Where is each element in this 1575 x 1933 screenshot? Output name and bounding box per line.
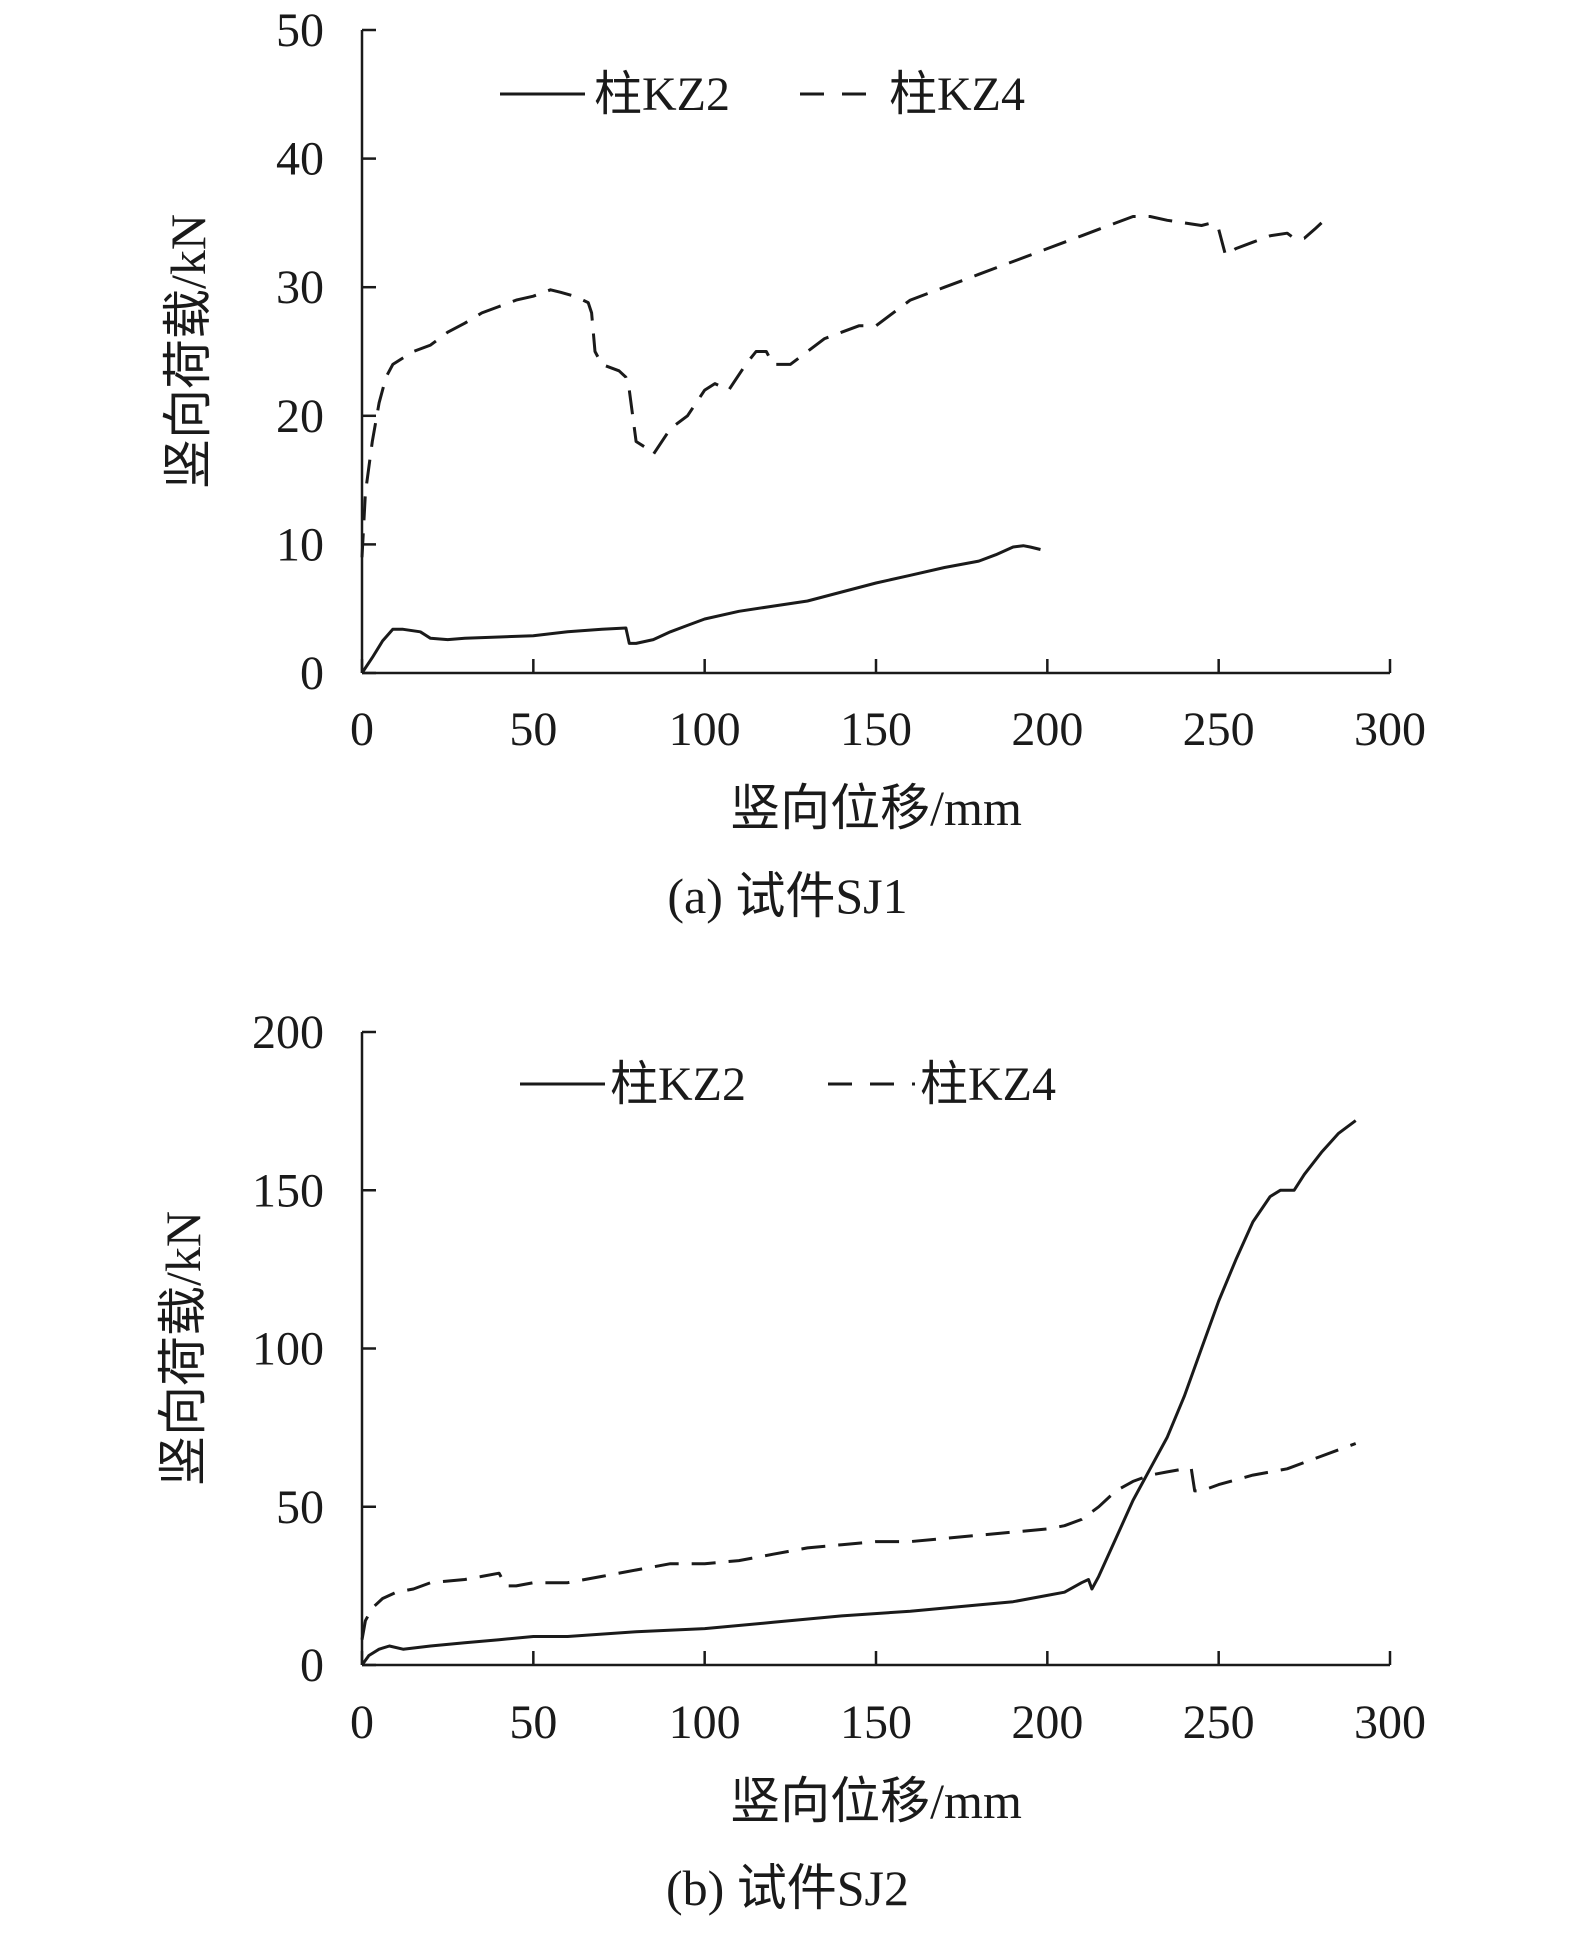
x-tick-label: 200 xyxy=(1011,1696,1083,1749)
x-tick-label: 200 xyxy=(1011,703,1083,756)
series-line-1 xyxy=(360,1119,1357,1666)
x-tick-label: 50 xyxy=(509,703,557,756)
series-line-2 xyxy=(360,215,1323,558)
x-tick-label: 300 xyxy=(1354,703,1426,756)
y-tick-label: 40 xyxy=(276,133,324,186)
legend-label-1: 柱KZ2 xyxy=(610,1058,746,1111)
y-axis-title: 竖向荷载/kN xyxy=(155,1211,211,1486)
y-tick-label: 20 xyxy=(276,390,324,443)
y-tick-label: 0 xyxy=(300,1639,324,1692)
y-tick-label: 50 xyxy=(276,4,324,57)
y-tick-label: 50 xyxy=(276,1481,324,1534)
x-tick-label: 100 xyxy=(669,1696,741,1749)
legend-label-2: 柱KZ4 xyxy=(920,1058,1056,1111)
x-tick-label: 0 xyxy=(350,1696,374,1749)
chart-a: 0 10 20 30 40 50 0 50 100 150 200 250 300 竖向位移/mm 竖向荷载… xyxy=(160,4,1426,836)
chart-b: 0 50 100 150 200 0 50 100 150 200 250 300 竖向位移/mm 竖向荷… xyxy=(155,1006,1426,1829)
x-tick-label: 300 xyxy=(1354,1696,1426,1749)
caption-b: (b) 试件SJ2 xyxy=(665,1860,910,1916)
series-line-1 xyxy=(360,544,1041,674)
legend-label-2: 柱KZ4 xyxy=(889,68,1025,121)
x-axis-title: 竖向位移/mm xyxy=(730,780,1022,836)
y-tick-label: 30 xyxy=(276,261,324,314)
x-tick-label: 250 xyxy=(1183,703,1255,756)
y-tick-label: 0 xyxy=(300,647,324,700)
caption-a: (a) 试件SJ1 xyxy=(667,868,908,924)
y-tick-label: 150 xyxy=(252,1164,324,1217)
x-tick-label: 100 xyxy=(669,703,741,756)
x-tick-label: 0 xyxy=(350,703,374,756)
legend-label-1: 柱KZ2 xyxy=(594,68,730,121)
y-tick-label: 200 xyxy=(252,1006,324,1059)
y-axis-title: 竖向荷载/kN xyxy=(160,214,216,489)
series-line-2 xyxy=(360,1442,1357,1640)
x-tick-label: 150 xyxy=(840,1696,912,1749)
y-tick-label: 100 xyxy=(252,1323,324,1376)
x-tick-label: 150 xyxy=(840,703,912,756)
y-tick-label: 10 xyxy=(276,518,324,571)
x-tick-label: 250 xyxy=(1183,1696,1255,1749)
figure-a: 0 10 20 30 40 50 0 50 100 150 200 250 300 竖向位移/mm 竖向荷载… xyxy=(0,0,1575,950)
figure-b: 0 50 100 150 200 0 50 100 150 200 250 300 竖向位移/mm 竖向荷… xyxy=(0,1000,1575,1933)
x-axis-title: 竖向位移/mm xyxy=(730,1773,1022,1829)
x-tick-label: 50 xyxy=(509,1696,557,1749)
